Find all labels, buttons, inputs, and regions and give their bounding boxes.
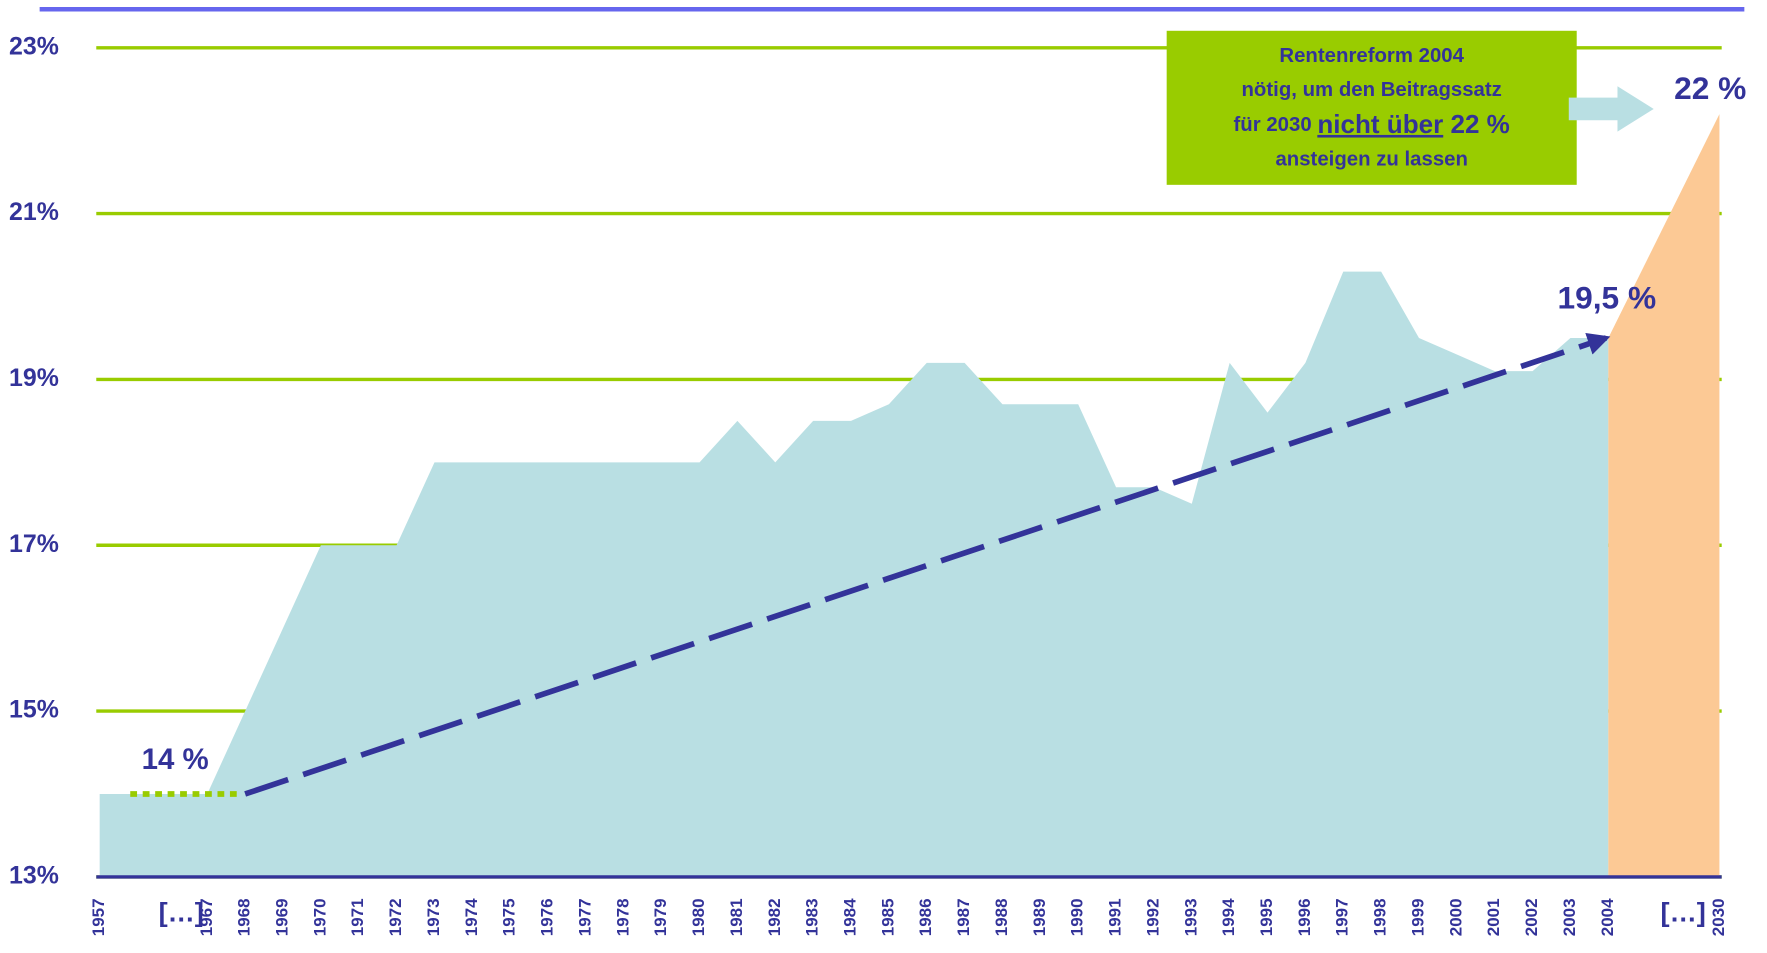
y-tick-label: 15% bbox=[9, 696, 59, 724]
x-tick-label: 1981 bbox=[727, 898, 746, 936]
box-line: für 2030 nicht über 22 % bbox=[1234, 109, 1510, 139]
area bbox=[99, 271, 1609, 877]
x-tick-label: 2004 bbox=[1598, 898, 1617, 936]
x-tick-label: 1993 bbox=[1181, 898, 1200, 936]
x-tick-label: 1983 bbox=[803, 898, 822, 936]
x-tick-label: 1988 bbox=[992, 898, 1011, 936]
box-line: nötig, um den Beitragssatz bbox=[1241, 79, 1501, 101]
y-tick-label: 17% bbox=[9, 530, 59, 558]
x-tick-label: 1999 bbox=[1408, 898, 1427, 936]
x-tick-label: 1971 bbox=[348, 898, 367, 936]
x-tick-label: 1974 bbox=[462, 898, 481, 936]
x-tick-label: 1973 bbox=[424, 898, 443, 936]
box-text: 22 % bbox=[1443, 109, 1510, 139]
x-tick-label: 1985 bbox=[878, 898, 897, 936]
trend-line bbox=[244, 332, 1611, 797]
x-tick-label: 1957 bbox=[89, 898, 108, 936]
x-tick-label: 1990 bbox=[1068, 898, 1087, 936]
x-tick-label: 2001 bbox=[1484, 898, 1503, 936]
area bbox=[1608, 114, 1720, 877]
x-tick-label: 1995 bbox=[1257, 898, 1276, 936]
x-tick-label: 1968 bbox=[235, 898, 254, 936]
x-tick-label: 1982 bbox=[765, 898, 784, 936]
y-tick-label: 13% bbox=[9, 861, 59, 889]
x-tick-label: 2003 bbox=[1560, 898, 1579, 936]
x-tick-label: 1984 bbox=[840, 898, 859, 936]
x-tick-label: 1991 bbox=[1106, 898, 1125, 936]
x-tick-label: 1980 bbox=[689, 898, 708, 936]
x-tick-label: 1975 bbox=[500, 898, 519, 936]
annotation: […] bbox=[159, 896, 204, 927]
box-line: ansteigen zu lassen bbox=[1275, 148, 1468, 170]
callout-arrow bbox=[1568, 86, 1654, 132]
x-tick-label: 1989 bbox=[1030, 898, 1049, 936]
annotation: 22 % bbox=[1674, 70, 1746, 106]
x-tick-label: 1987 bbox=[954, 898, 973, 936]
y-tick-label: 21% bbox=[9, 198, 59, 226]
x-tick-label: 1992 bbox=[1143, 898, 1162, 936]
x-tick-label: 1970 bbox=[310, 898, 329, 936]
x-tick-label: 2000 bbox=[1446, 898, 1465, 936]
x-tick-label: 2002 bbox=[1522, 898, 1541, 936]
annotation-box bbox=[1166, 30, 1577, 185]
x-tick-label: 1998 bbox=[1371, 898, 1390, 936]
box-line: Rentenreform 2004 bbox=[1279, 45, 1464, 67]
y-tick-label: 19% bbox=[9, 364, 59, 392]
x-tick-label: 1986 bbox=[916, 898, 935, 936]
x-tick-label: 1978 bbox=[613, 898, 632, 936]
x-tick-label: 1977 bbox=[575, 898, 594, 936]
x-tick-label: 1967 bbox=[197, 898, 216, 936]
x-tick-label: 1972 bbox=[386, 898, 405, 936]
x-tick-label: 1996 bbox=[1295, 898, 1314, 936]
x-tick-label: 1976 bbox=[538, 898, 557, 936]
box-emphasis: nicht über bbox=[1317, 109, 1443, 139]
x-tick-label: 1969 bbox=[272, 898, 291, 936]
box-text: für 2030 bbox=[1234, 114, 1318, 136]
annotation: 14 % bbox=[142, 743, 209, 776]
x-tick-label: 2030 bbox=[1709, 898, 1728, 936]
annotation: […] bbox=[1661, 896, 1706, 927]
x-tick-label: 1997 bbox=[1333, 898, 1352, 936]
x-tick-label: 1994 bbox=[1219, 898, 1238, 936]
y-tick-label: 23% bbox=[9, 32, 59, 60]
annotation: 19,5 % bbox=[1557, 280, 1656, 316]
x-tick-label: 1979 bbox=[651, 898, 670, 936]
